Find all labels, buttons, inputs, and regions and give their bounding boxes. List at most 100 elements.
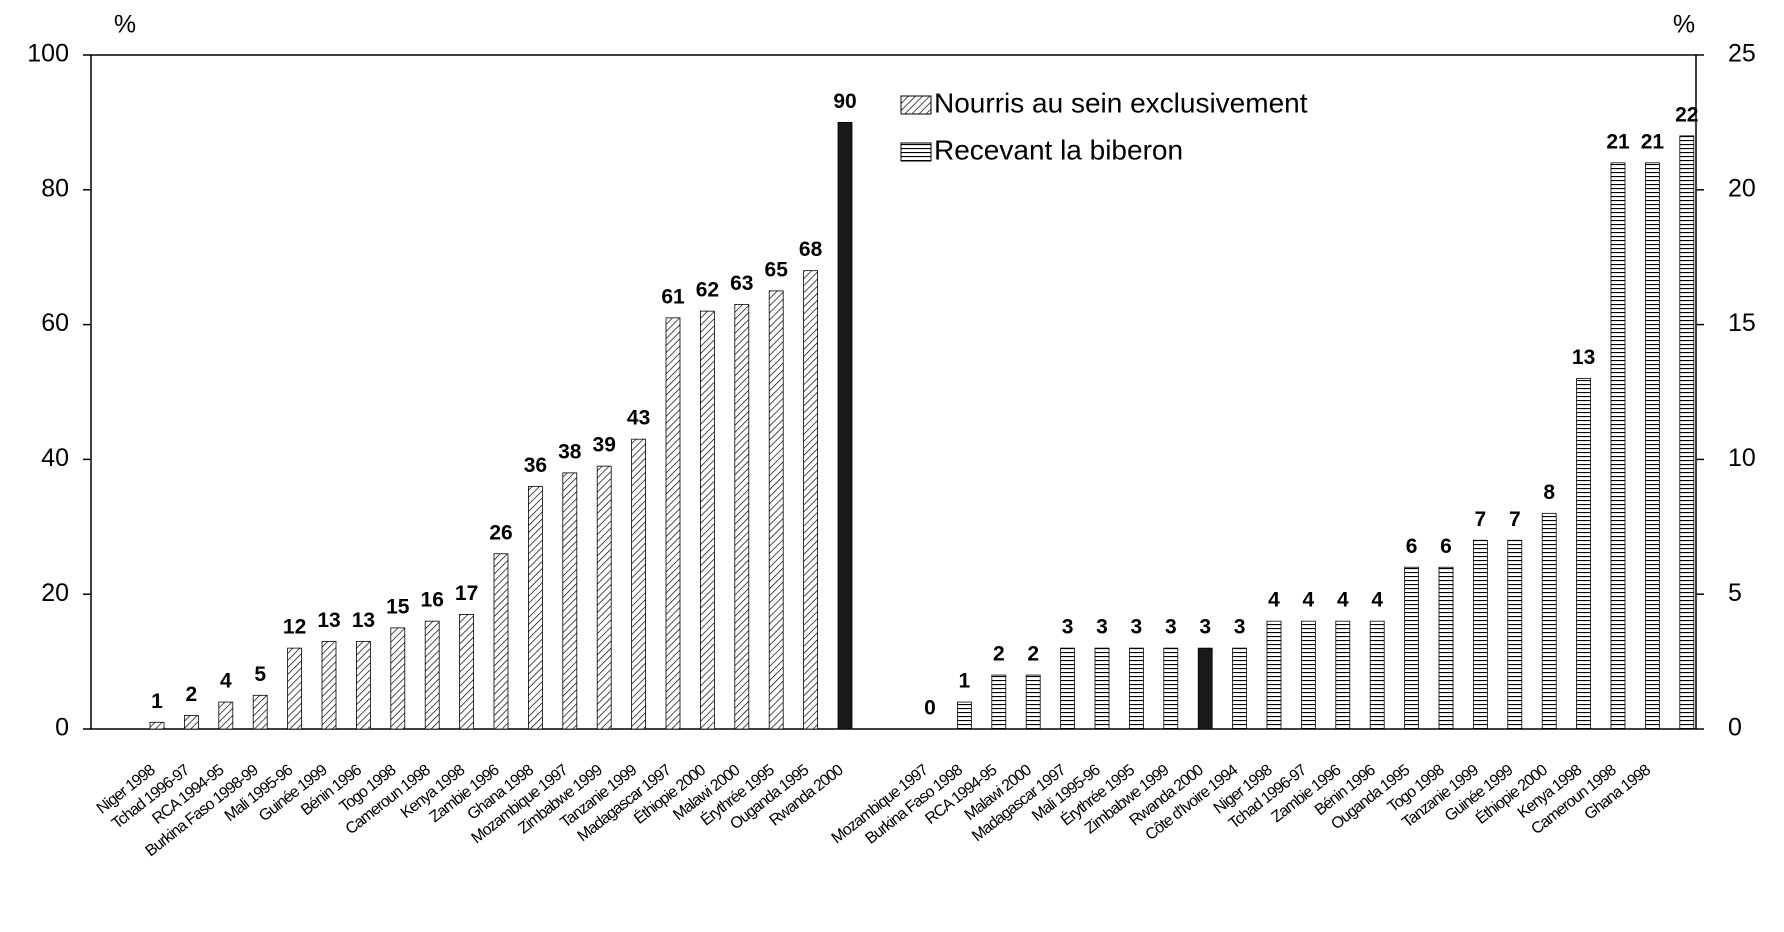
y2-tick-label: 5 <box>1728 579 1742 607</box>
bar <box>1473 539 1488 730</box>
y-tick-label: 80 <box>41 174 69 202</box>
bar <box>837 122 853 730</box>
value-label: 4 <box>220 670 232 693</box>
value-label: 36 <box>524 454 547 477</box>
bar <box>1335 620 1351 730</box>
value-label: 2 <box>186 683 198 706</box>
value-label: 8 <box>1543 481 1555 504</box>
value-label: 0 <box>924 697 936 720</box>
bar <box>1129 647 1144 730</box>
bar <box>1679 135 1695 730</box>
value-label: 13 <box>317 609 340 632</box>
value-label: 3 <box>1062 616 1074 639</box>
value-label: 6 <box>1406 535 1418 558</box>
legend-swatch <box>900 142 932 162</box>
bar <box>665 317 681 730</box>
bar <box>1163 647 1179 730</box>
bar <box>631 438 646 730</box>
value-label: 15 <box>386 595 410 618</box>
value-label: 39 <box>593 434 616 457</box>
bar <box>1060 647 1075 730</box>
bar <box>424 620 440 730</box>
value-label: 38 <box>558 440 582 463</box>
bar <box>1541 512 1557 730</box>
legend-swatch <box>900 95 932 115</box>
y2-axis-label: % <box>1673 11 1695 39</box>
bar <box>700 310 715 730</box>
value-label: 26 <box>489 521 512 544</box>
bar <box>1369 620 1385 730</box>
bar <box>768 290 784 730</box>
bar <box>1576 378 1591 730</box>
y2-tick-label: 20 <box>1728 174 1756 202</box>
bar <box>1197 647 1213 730</box>
bar <box>562 472 578 730</box>
value-label: 6 <box>1440 535 1452 558</box>
bar <box>734 303 750 730</box>
bar <box>1094 647 1110 730</box>
value-label: 3 <box>1165 616 1177 639</box>
legend-label: Recevant la biberon <box>934 134 1183 165</box>
value-label: 17 <box>455 582 478 605</box>
bar <box>1610 162 1626 730</box>
bar <box>991 674 1007 730</box>
value-label: 62 <box>696 279 719 302</box>
value-label: 21 <box>1641 130 1665 153</box>
y2-tick-label: 10 <box>1728 444 1756 472</box>
bar <box>321 640 337 730</box>
value-label: 21 <box>1606 130 1630 153</box>
value-label: 65 <box>765 258 789 281</box>
bar <box>390 627 406 730</box>
value-label: 68 <box>799 238 823 261</box>
y2-tick-label: 0 <box>1728 714 1742 742</box>
value-label: 12 <box>283 616 306 639</box>
bar <box>355 640 371 730</box>
bar <box>1507 539 1523 730</box>
value-label: 2 <box>993 643 1005 666</box>
bar <box>1266 620 1282 730</box>
bar <box>803 270 818 730</box>
bar <box>1025 674 1041 730</box>
y-tick-label: 60 <box>41 309 69 337</box>
value-label: 13 <box>352 609 375 632</box>
bar <box>1404 566 1419 730</box>
bar <box>218 701 234 730</box>
value-label: 4 <box>1268 589 1280 612</box>
value-label: 16 <box>421 589 444 612</box>
value-label: 90 <box>833 90 856 113</box>
bar <box>287 647 303 730</box>
bar <box>957 701 972 730</box>
value-label: 4 <box>1371 589 1383 612</box>
value-label: 1 <box>959 670 971 693</box>
value-label: 3 <box>1234 616 1246 639</box>
y-tick-label: 20 <box>41 579 69 607</box>
y-tick-label: 0 <box>55 714 69 742</box>
y-tick-label: 100 <box>27 40 69 68</box>
value-label: 4 <box>1337 589 1349 612</box>
value-label: 22 <box>1675 103 1698 126</box>
value-label: 63 <box>730 272 753 295</box>
bar <box>1645 162 1660 730</box>
value-label: 3 <box>1096 616 1108 639</box>
bar <box>183 715 199 730</box>
value-label: 7 <box>1509 508 1521 531</box>
bar <box>149 721 165 730</box>
value-label: 7 <box>1475 508 1487 531</box>
y2-tick-label: 15 <box>1728 309 1756 337</box>
value-label: 2 <box>1027 643 1039 666</box>
y-axis-label: % <box>114 11 136 39</box>
value-label: 4 <box>1303 589 1315 612</box>
bar <box>493 553 509 730</box>
bar <box>1438 566 1454 730</box>
y-tick-label: 40 <box>41 444 69 472</box>
bar <box>1232 647 1247 730</box>
bar <box>596 465 612 730</box>
value-label: 13 <box>1572 346 1595 369</box>
value-label: 5 <box>254 663 266 686</box>
legend-label: Nourris au sein exclusivement <box>934 87 1308 118</box>
value-label: 3 <box>1199 616 1211 639</box>
value-label: 3 <box>1131 616 1143 639</box>
bar <box>1301 620 1316 730</box>
value-label: 1 <box>151 690 163 713</box>
